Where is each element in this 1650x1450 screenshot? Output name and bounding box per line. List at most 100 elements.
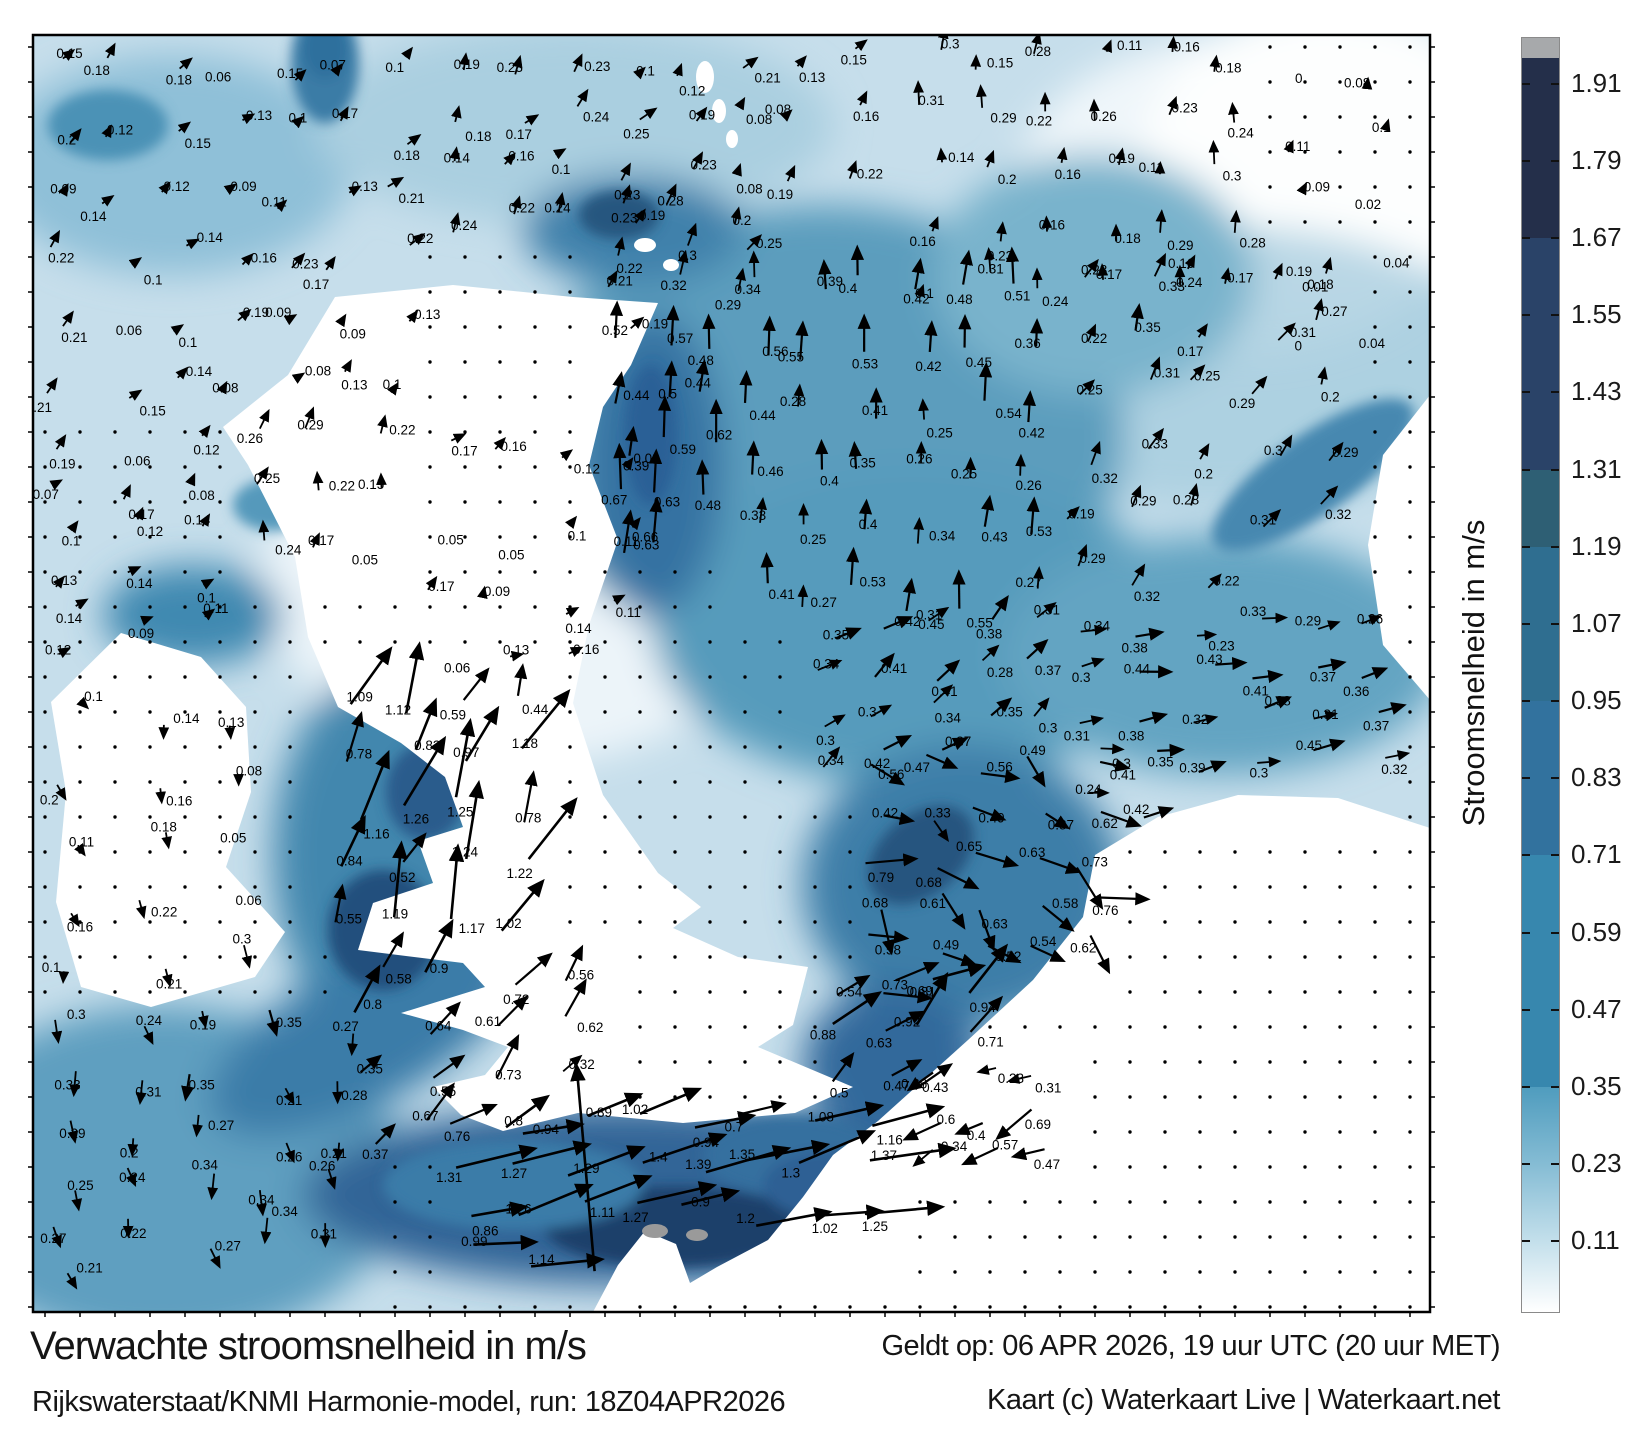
svg-text:0.69: 0.69 — [1025, 1117, 1051, 1132]
svg-text:0.32: 0.32 — [1325, 507, 1351, 522]
svg-text:0.1: 0.1 — [144, 273, 163, 288]
svg-text:0.34: 0.34 — [271, 1204, 298, 1219]
svg-text:0.34: 0.34 — [941, 1139, 968, 1154]
svg-text:0.09: 0.09 — [128, 626, 154, 641]
svg-text:0.62: 0.62 — [1070, 940, 1096, 955]
svg-text:0.3: 0.3 — [1072, 670, 1091, 685]
svg-text:0.18: 0.18 — [465, 129, 491, 144]
svg-text:1.02: 1.02 — [495, 916, 521, 931]
colorbar-tick-mark — [1551, 468, 1559, 471]
svg-text:0.11: 0.11 — [616, 605, 641, 620]
svg-text:0.63: 0.63 — [1019, 845, 1045, 860]
svg-text:0.37: 0.37 — [1035, 663, 1061, 678]
svg-text:0.26: 0.26 — [276, 1149, 302, 1164]
svg-text:0.26: 0.26 — [1357, 611, 1383, 626]
svg-text:0.45: 0.45 — [1296, 738, 1322, 753]
svg-text:0.86: 0.86 — [472, 1223, 498, 1238]
land — [51, 61, 1430, 1312]
svg-text:0.08: 0.08 — [305, 364, 331, 379]
svg-text:0.18: 0.18 — [166, 72, 192, 87]
svg-text:1.26: 1.26 — [505, 1201, 531, 1216]
svg-text:0.08: 0.08 — [236, 763, 262, 778]
svg-text:0.24: 0.24 — [1042, 294, 1069, 309]
svg-text:1.11: 1.11 — [590, 1205, 615, 1220]
svg-text:0.4: 0.4 — [859, 517, 878, 532]
svg-text:0.11: 0.11 — [69, 834, 94, 849]
svg-text:1.24: 1.24 — [452, 845, 479, 860]
svg-text:0.47: 0.47 — [904, 760, 930, 775]
svg-text:0.28: 0.28 — [1081, 263, 1107, 278]
svg-text:0.36: 0.36 — [1343, 684, 1369, 699]
svg-text:0.17: 0.17 — [332, 106, 358, 121]
svg-text:1.35: 1.35 — [729, 1147, 755, 1162]
svg-text:0.12: 0.12 — [107, 122, 133, 137]
svg-text:0.22: 0.22 — [1026, 113, 1052, 128]
svg-text:0.15: 0.15 — [358, 477, 384, 492]
svg-text:0.44: 0.44 — [623, 388, 650, 403]
page-title: Verwachte stroomsnelheid in m/s — [30, 1324, 587, 1368]
svg-text:0.31: 0.31 — [1312, 707, 1338, 722]
svg-text:0.42: 0.42 — [1018, 426, 1044, 441]
colorbar-tick-mark — [1551, 700, 1559, 703]
svg-text:0.67: 0.67 — [412, 1109, 438, 1124]
svg-text:0.68: 0.68 — [916, 875, 942, 890]
colorbar-tick-label: 1.67 — [1571, 222, 1622, 253]
svg-text:0.15: 0.15 — [987, 56, 1013, 71]
svg-text:0.32: 0.32 — [1381, 762, 1407, 777]
svg-text:0.2: 0.2 — [120, 1145, 139, 1160]
svg-text:0.62: 0.62 — [577, 1020, 603, 1035]
svg-text:0.13: 0.13 — [246, 108, 272, 123]
svg-text:0.53: 0.53 — [859, 575, 885, 590]
svg-text:0.41: 0.41 — [768, 587, 794, 602]
svg-text:0.16: 0.16 — [508, 149, 534, 164]
svg-text:1.25: 1.25 — [862, 1219, 888, 1234]
svg-text:0.46: 0.46 — [757, 464, 783, 479]
svg-text:0.3: 0.3 — [1264, 443, 1283, 458]
svg-text:0.35: 0.35 — [276, 1015, 302, 1030]
svg-text:0.2: 0.2 — [1321, 389, 1340, 404]
svg-text:0.11: 0.11 — [261, 195, 286, 210]
svg-text:0.12: 0.12 — [137, 524, 163, 539]
svg-text:0.34: 0.34 — [248, 1193, 275, 1208]
colorbar-tick-mark — [1551, 82, 1559, 85]
svg-text:0.26: 0.26 — [309, 1159, 335, 1174]
svg-text:0.14: 0.14 — [444, 150, 471, 165]
svg-text:0.16: 0.16 — [1039, 217, 1065, 232]
svg-text:0.29: 0.29 — [715, 297, 741, 312]
svg-text:0.19: 0.19 — [1109, 151, 1135, 166]
svg-text:0.34: 0.34 — [818, 753, 845, 768]
svg-text:0.41: 0.41 — [1110, 768, 1136, 783]
colorbar-tick-label: 0.59 — [1571, 916, 1622, 947]
svg-text:1.18: 1.18 — [512, 736, 538, 751]
svg-text:0.2: 0.2 — [40, 793, 59, 808]
svg-text:0.55: 0.55 — [430, 1084, 456, 1099]
svg-text:0.23: 0.23 — [614, 187, 640, 202]
svg-text:0.94: 0.94 — [969, 1000, 996, 1015]
svg-text:0.73: 0.73 — [882, 977, 908, 992]
svg-text:0.99: 0.99 — [461, 1234, 487, 1249]
colorbar-tick-mark — [1522, 622, 1530, 625]
colorbar-tick-label: 0.95 — [1571, 685, 1622, 716]
svg-text:0.52: 0.52 — [389, 870, 415, 885]
svg-text:0.19: 0.19 — [1068, 507, 1094, 522]
svg-text:0.25: 0.25 — [951, 466, 977, 481]
svg-text:0.4: 0.4 — [839, 281, 858, 296]
svg-text:0.1: 0.1 — [42, 960, 61, 975]
svg-text:0.94: 0.94 — [693, 1135, 720, 1150]
svg-text:0.61: 0.61 — [475, 1014, 501, 1029]
svg-text:0.14: 0.14 — [186, 364, 213, 379]
colorbar-tick-mark — [1522, 391, 1530, 394]
svg-text:0.26: 0.26 — [237, 431, 263, 446]
colorbar-band — [1522, 469, 1559, 547]
colorbar-tick-mark — [1522, 854, 1530, 857]
svg-text:0.54: 0.54 — [836, 984, 863, 999]
svg-text:0.62: 0.62 — [706, 428, 732, 443]
colorbar-tick-label: 1.31 — [1571, 453, 1622, 484]
svg-text:0.25: 0.25 — [1194, 368, 1220, 383]
svg-text:0.56: 0.56 — [568, 968, 594, 983]
svg-text:0.63: 0.63 — [866, 1036, 892, 1051]
svg-text:0.48: 0.48 — [695, 498, 721, 513]
svg-text:0.06: 0.06 — [235, 893, 261, 908]
svg-text:0.1: 0.1 — [636, 64, 655, 79]
